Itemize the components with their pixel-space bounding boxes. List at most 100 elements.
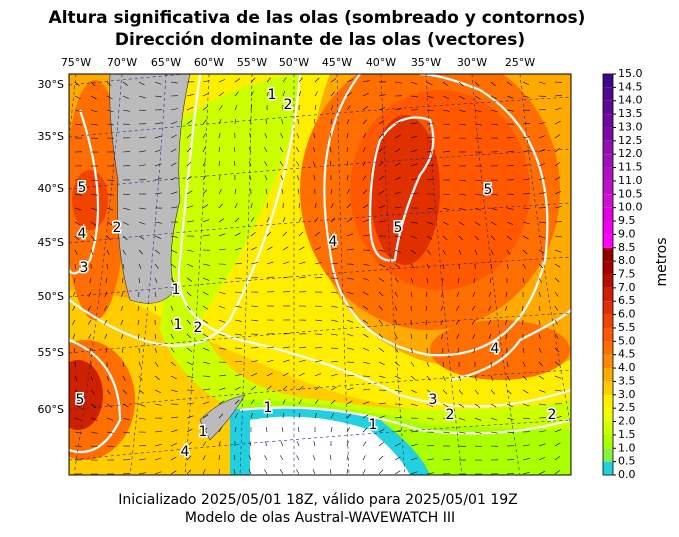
colorbar-band	[603, 287, 613, 302]
wave-vector	[394, 442, 401, 447]
wave-vector	[410, 149, 418, 153]
colorbar-band	[603, 114, 613, 128]
wave-vector	[314, 217, 319, 223]
colorbar-band	[603, 74, 613, 88]
wave-vector	[264, 133, 268, 139]
wave-vector	[170, 456, 177, 461]
wave-vector	[170, 470, 177, 475]
wave-vector	[186, 263, 194, 267]
wave-vector	[442, 109, 450, 112]
wave-vector	[346, 333, 354, 337]
colorbar-tick-label: 9.0	[618, 227, 636, 240]
wave-vector	[456, 319, 460, 325]
wave-vector	[426, 375, 431, 381]
wave-vector	[266, 202, 268, 209]
wave-vector	[154, 177, 162, 181]
wave-vector	[234, 188, 237, 195]
wave-vector	[522, 123, 530, 125]
wave-vector	[280, 441, 284, 447]
wave-vector	[282, 91, 285, 97]
wave-vector	[410, 333, 413, 340]
wave-vector	[362, 277, 370, 281]
wave-vector	[250, 305, 258, 307]
wave-vector	[202, 175, 207, 181]
wave-vector	[346, 277, 354, 280]
wave-vector	[282, 217, 286, 223]
wave-vector	[378, 469, 384, 475]
wave-vector	[154, 471, 162, 475]
wave-vector	[346, 189, 350, 195]
wave-vector	[298, 346, 306, 349]
wave-vector	[250, 217, 255, 223]
lon-label: 35°W	[411, 56, 441, 69]
wave-vector	[282, 359, 290, 363]
wave-vector	[554, 205, 562, 209]
wave-vector	[378, 415, 386, 419]
wave-vector	[554, 456, 561, 461]
contour-label: 1	[174, 317, 183, 333]
wave-vector	[266, 385, 272, 391]
wave-vector	[554, 361, 561, 366]
wave-vector	[106, 207, 114, 211]
wave-vector	[426, 403, 434, 407]
wave-vector	[506, 417, 514, 420]
wave-vector	[426, 150, 434, 153]
wave-vector	[266, 412, 269, 419]
wave-vector	[250, 319, 258, 321]
colorbar-band	[603, 127, 613, 141]
wave-vector	[506, 221, 514, 225]
wave-vector	[330, 319, 338, 322]
colorbar-band	[603, 354, 613, 369]
lat-label: 55°S	[38, 346, 64, 359]
wave-vector	[154, 333, 157, 340]
wave-vector	[90, 123, 98, 126]
wave-vector	[410, 471, 418, 475]
wave-vector	[186, 319, 191, 325]
wave-vector	[248, 469, 252, 475]
wave-vector	[425, 305, 428, 312]
wave-vector	[314, 305, 322, 307]
wave-vector	[490, 109, 498, 113]
wave-vector	[202, 263, 210, 266]
wave-vector	[458, 95, 465, 100]
wave-vector	[426, 277, 428, 284]
wave-vector	[346, 400, 353, 405]
wave-vector	[362, 234, 370, 237]
wave-vector	[442, 431, 450, 434]
wave-vector	[346, 374, 354, 377]
wave-vector	[506, 389, 512, 395]
wave-vector	[378, 347, 384, 352]
wave-vector	[138, 95, 146, 99]
wave-vector	[72, 291, 76, 297]
wave-vector	[250, 203, 253, 209]
wave-vector	[456, 333, 460, 339]
wave-vector	[410, 444, 418, 447]
wave-vector	[378, 402, 386, 405]
wave-vector	[202, 80, 210, 83]
wave-vector	[296, 147, 300, 153]
wave-vector	[106, 417, 114, 421]
wave-vector	[394, 81, 402, 84]
wave-vector	[488, 333, 492, 339]
wave-vector	[313, 175, 316, 181]
wave-vector	[74, 403, 81, 408]
wave-vector	[186, 277, 193, 282]
wave-vector	[314, 77, 320, 83]
wave-vector	[426, 472, 434, 475]
wave-vector	[74, 389, 79, 395]
wave-vector	[538, 403, 546, 406]
wave-vector	[202, 119, 207, 125]
wave-vector	[104, 305, 108, 311]
wave-vector	[73, 277, 76, 284]
wave-vector	[330, 333, 338, 336]
wave-vector	[105, 277, 108, 284]
wave-vector	[154, 403, 162, 406]
wave-vector	[122, 221, 129, 226]
wave-vector	[362, 147, 366, 153]
wave-vector	[250, 104, 253, 111]
lon-label: 25°W	[505, 56, 535, 69]
wave-vector	[506, 95, 514, 99]
wave-vector	[426, 291, 428, 298]
wave-vector	[234, 319, 242, 322]
wave-vector	[296, 441, 300, 447]
